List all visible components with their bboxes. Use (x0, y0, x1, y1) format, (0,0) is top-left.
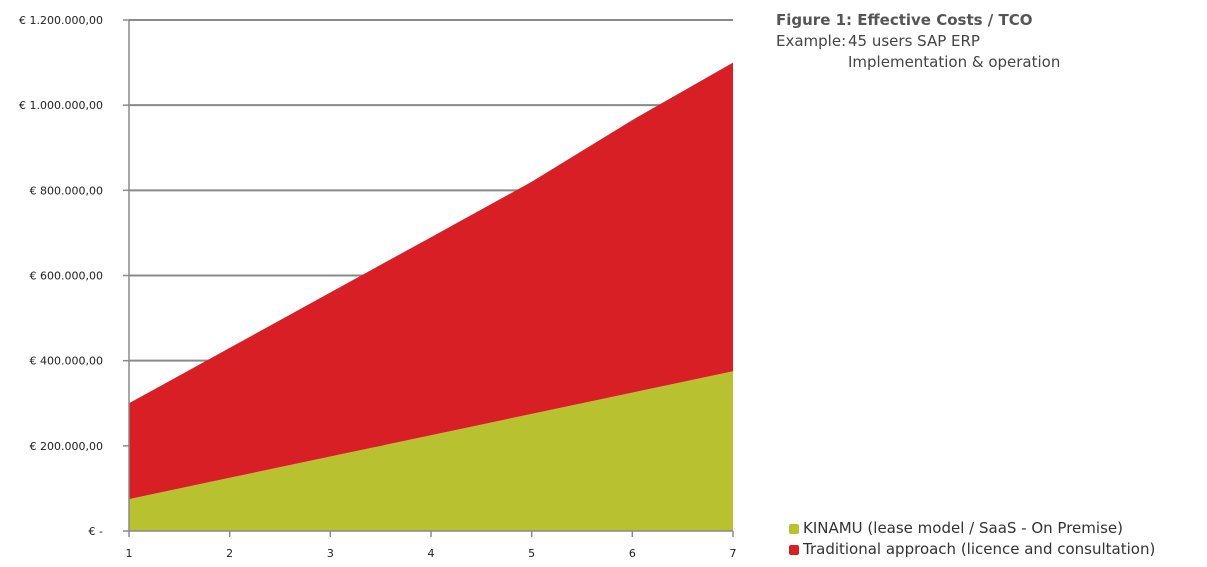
legend-swatch-kinamu (789, 524, 799, 534)
chart: € - € 200.000,00 € 400.000,00 € 600.000,00 €… (0, 0, 760, 567)
y-axis-tick-labels: € - € 200.000,00 € 400.000,00 € 600.000,00 €… (19, 14, 103, 538)
x-axis-tick-labels: 1 2 3 4 5 6 7 (126, 547, 737, 560)
y-tick-label: € - (89, 525, 103, 538)
y-tick-label: € 1.200.000,00 (19, 14, 103, 27)
x-tick-label: 1 (126, 547, 133, 560)
y-tick-label: € 200.000,00 (30, 440, 103, 453)
caption-row: Implementation & operation (776, 52, 1060, 73)
x-tick-label: 6 (629, 547, 636, 560)
legend-item-kinamu: KINAMU (lease model / SaaS - On Premise) (789, 518, 1155, 539)
area-layer (129, 63, 733, 531)
figure-title: Figure 1: Effective Costs / TCO (776, 10, 1060, 31)
y-tick-label: € 600.000,00 (30, 270, 103, 283)
caption-row: Example: 45 users SAP ERP (776, 31, 1060, 52)
chart-caption: Figure 1: Effective Costs / TCO Example:… (776, 10, 1060, 73)
legend: KINAMU (lease model / SaaS - On Premise)… (789, 518, 1155, 560)
y-tick-label: € 1.000.000,00 (19, 99, 103, 112)
y-tick-label: € 800.000,00 (30, 184, 103, 197)
x-tick-label: 7 (730, 547, 737, 560)
example-line-2: Implementation & operation (848, 52, 1060, 73)
y-tick-label: € 400.000,00 (30, 355, 103, 368)
x-tick-label: 4 (428, 547, 435, 560)
caption-spacer (776, 52, 848, 73)
legend-item-traditional: Traditional approach (licence and consul… (789, 539, 1155, 560)
x-tick-label: 2 (226, 547, 233, 560)
x-tick-label: 3 (327, 547, 334, 560)
legend-label-kinamu: KINAMU (lease model / SaaS - On Premise) (803, 518, 1123, 539)
x-tick-label: 5 (528, 547, 535, 560)
example-label: Example: (776, 31, 848, 52)
example-line-1: 45 users SAP ERP (848, 31, 980, 52)
legend-swatch-traditional (789, 545, 799, 555)
legend-label-traditional: Traditional approach (licence and consul… (803, 539, 1155, 560)
